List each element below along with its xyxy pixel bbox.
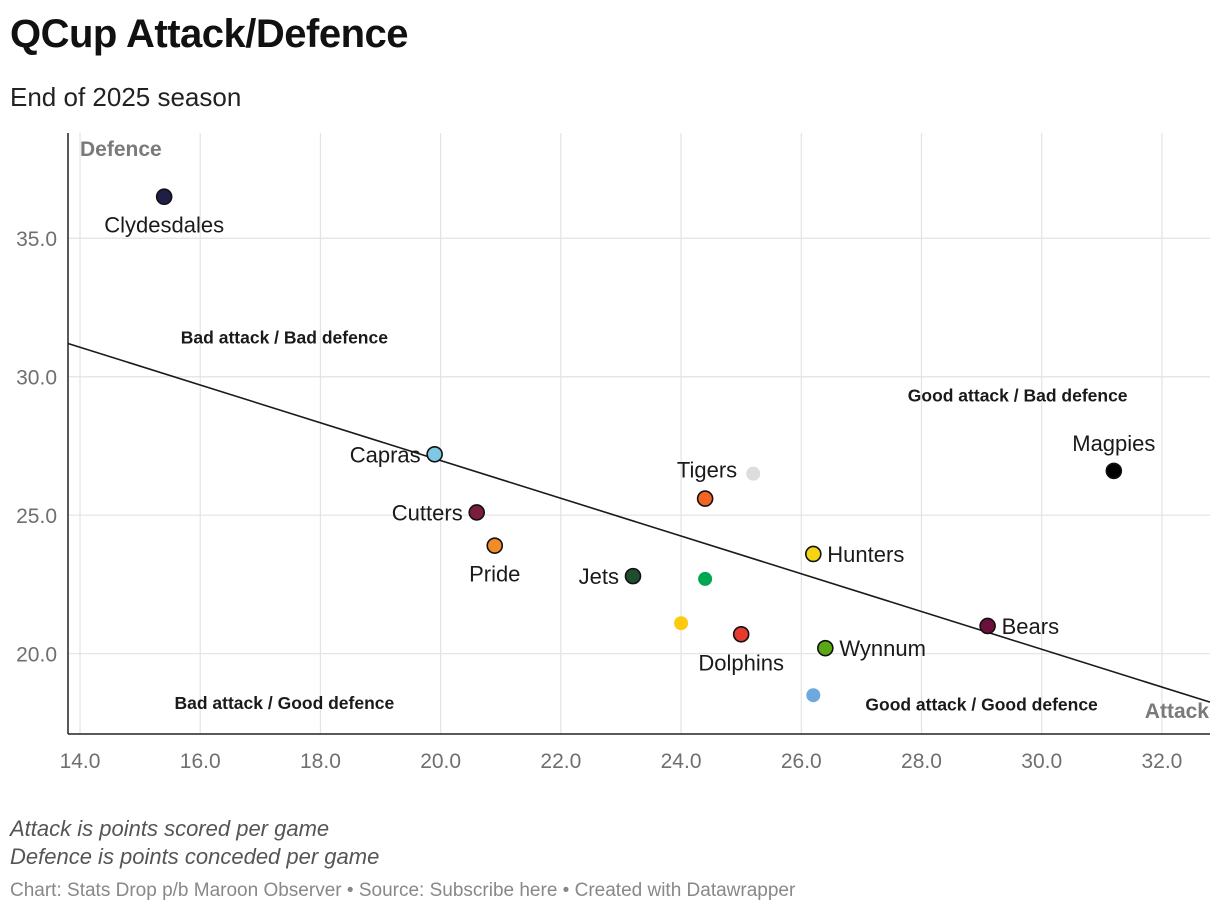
footer-created-with: Created with Datawrapper [574, 880, 796, 901]
quadrant-label: Good attack / Bad defence [908, 386, 1128, 406]
quadrant-label: Bad attack / Good defence [174, 693, 394, 713]
footer-chart-by: Stats Drop p/b Maroon Observer [67, 880, 342, 901]
data-point [698, 571, 713, 586]
y-tick-label: 20.0 [16, 644, 57, 667]
point-labels: Clydesdales Capras Cutters Pride Jets Tigers D… [104, 213, 1155, 676]
data-point [468, 504, 486, 521]
data-point [486, 537, 504, 554]
data-point [1105, 462, 1123, 480]
data-point [732, 625, 750, 643]
note-attack: Attack is points scored per game [10, 816, 330, 841]
note-defence: Defence is points conceded per game [10, 844, 380, 869]
data-point [696, 490, 714, 507]
scatter-chart: 14.0 16.0 18.0 20.0 22.0 24.0 26.0 28.0 30.0 32.0… [16, 133, 1211, 773]
quadrant-labels: Bad attack / Bad defence Good attack / Ba… [174, 327, 1127, 714]
x-tick-label: 28.0 [901, 750, 942, 773]
y-tick-label: 35.0 [16, 228, 57, 251]
x-tick-label: 16.0 [180, 750, 221, 773]
point-label: Bears [1002, 614, 1059, 639]
source-link[interactable]: Subscribe here [429, 880, 558, 901]
data-point [817, 639, 834, 657]
chart-footer: Chart: Stats Drop p/b Maroon Observer • … [10, 880, 795, 902]
chart-notes: Attack is points scored per game Defence… [10, 815, 379, 871]
x-tick-label: 20.0 [420, 750, 461, 773]
x-tick-label: 26.0 [781, 750, 822, 773]
point-label: Jets [579, 564, 619, 589]
point-label: Cutters [392, 500, 463, 525]
data-point [805, 545, 822, 563]
point-label: Magpies [1072, 431, 1155, 456]
x-tick-label: 32.0 [1141, 750, 1182, 773]
footer-source-prefix: Source: [358, 880, 430, 901]
trend-line [67, 342, 1211, 703]
y-tick-label: 25.0 [16, 505, 57, 528]
x-tick-label: 18.0 [300, 750, 341, 773]
point-label: Capras [350, 442, 421, 467]
footer-chart-prefix: Chart: [10, 880, 68, 901]
point-label: Wynnum [839, 636, 926, 661]
footer-sep: • [557, 880, 575, 901]
footer-sep: • [341, 880, 359, 901]
point-label: Dolphins [698, 650, 784, 675]
x-tick-label: 22.0 [540, 750, 581, 773]
chart-subtitle: End of 2025 season [10, 82, 242, 112]
x-tick-label: 14.0 [60, 750, 101, 773]
data-point [979, 617, 996, 635]
x-tick-label: 30.0 [1021, 750, 1062, 773]
data-point [426, 445, 443, 463]
data-point [155, 188, 173, 206]
quadrant-label: Good attack / Good defence [865, 694, 1098, 714]
y-axis-title: Defence [80, 138, 162, 161]
axes: 14.0 16.0 18.0 20.0 22.0 24.0 26.0 28.0 30.0 32.0… [16, 133, 1210, 773]
data-point [746, 466, 761, 481]
x-tick-label: 24.0 [661, 750, 702, 773]
point-label: Tigers [677, 458, 737, 483]
trend-line-layer [67, 342, 1211, 703]
point-label: Clydesdales [104, 213, 224, 238]
x-axis-title: Attack [1145, 700, 1210, 723]
data-point [806, 688, 821, 703]
point-label: Hunters [827, 542, 904, 567]
point-label: Pride [469, 562, 520, 587]
data-point [624, 567, 642, 585]
chart-title: QCup Attack/Defence [10, 12, 409, 56]
quadrant-label: Bad attack / Bad defence [181, 327, 388, 347]
y-tick-label: 30.0 [16, 367, 57, 390]
data-point [674, 616, 689, 631]
data-points [155, 188, 1123, 703]
grid [68, 133, 1210, 734]
